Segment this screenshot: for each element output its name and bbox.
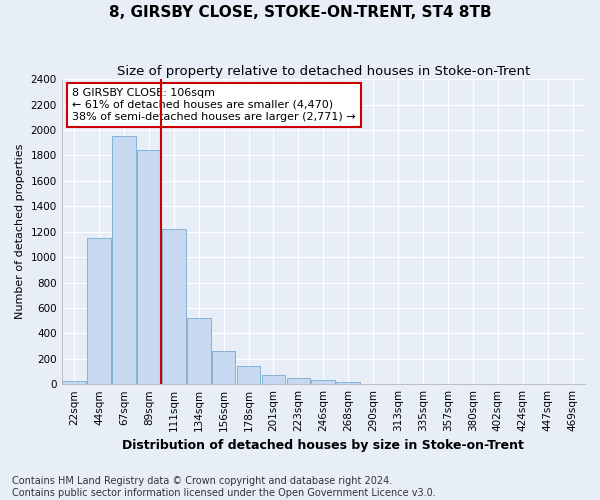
Bar [137,150,161,384]
Bar [311,380,335,384]
Bar [62,381,86,384]
Bar [112,136,136,384]
Bar [337,382,360,384]
Text: Contains HM Land Registry data © Crown copyright and database right 2024.
Contai: Contains HM Land Registry data © Crown c… [12,476,436,498]
Text: 8 GIRSBY CLOSE: 106sqm
← 61% of detached houses are smaller (4,470)
38% of semi-: 8 GIRSBY CLOSE: 106sqm ← 61% of detached… [72,88,356,122]
Text: 8, GIRSBY CLOSE, STOKE-ON-TRENT, ST4 8TB: 8, GIRSBY CLOSE, STOKE-ON-TRENT, ST4 8TB [109,5,491,20]
Bar [162,229,185,384]
Bar [187,318,211,384]
Title: Size of property relative to detached houses in Stoke-on-Trent: Size of property relative to detached ho… [117,65,530,78]
Bar [212,350,235,384]
X-axis label: Distribution of detached houses by size in Stoke-on-Trent: Distribution of detached houses by size … [122,440,524,452]
Y-axis label: Number of detached properties: Number of detached properties [15,144,25,320]
Bar [287,378,310,384]
Bar [237,366,260,384]
Bar [262,374,286,384]
Bar [87,238,111,384]
